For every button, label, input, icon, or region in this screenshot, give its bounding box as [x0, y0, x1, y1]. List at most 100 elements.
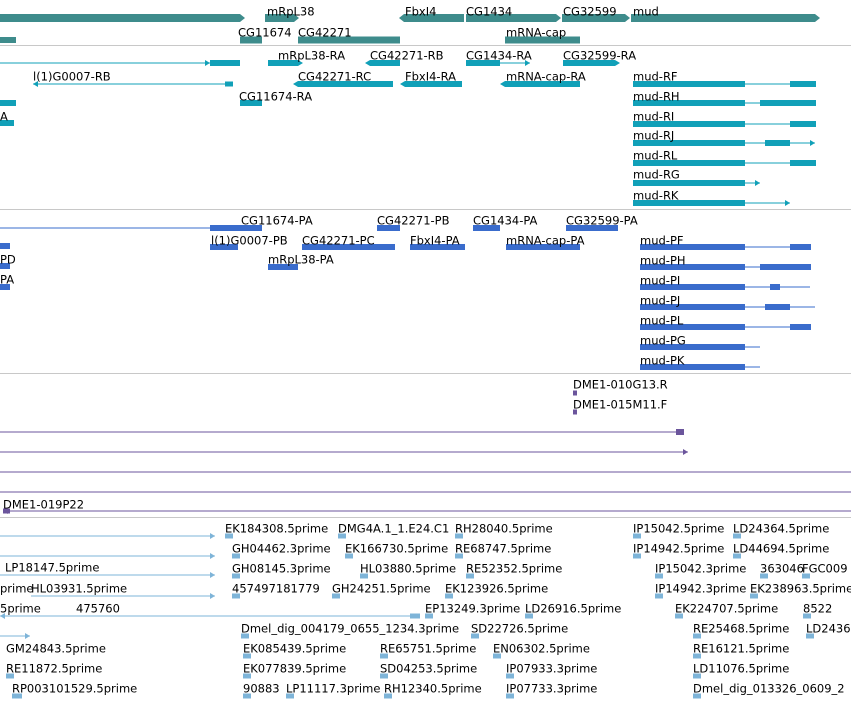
feature-label[interactable]: FbxI4-RA: [405, 70, 456, 84]
feature-label[interactable]: IP14942.3prime: [655, 582, 746, 596]
feature-ests[interactable]: IP07733.3prime: [506, 682, 597, 699]
feature-ests[interactable]: Dmel_dig_013326_0609_2: [693, 682, 845, 699]
feature-proteins[interactable]: l(1)G0007-PB: [210, 234, 288, 251]
feature-label[interactable]: mud-PI: [640, 274, 680, 288]
feature-label[interactable]: 8522: [803, 602, 832, 616]
feature-ests[interactable]: IP14942.5prime: [633, 542, 724, 559]
feature-label[interactable]: mRpL38-RA: [278, 49, 345, 63]
feature-ests[interactable]: HL03880.5prime: [360, 562, 456, 579]
feature-label[interactable]: PA: [0, 273, 14, 287]
feature-ests[interactable]: 5prime: [0, 602, 41, 616]
feature-label[interactable]: CG1434-RA: [466, 49, 532, 63]
feature-label[interactable]: EK085439.5prime: [243, 642, 346, 656]
feature-label[interactable]: HL03931.5prime: [31, 582, 127, 596]
feature-label[interactable]: mRNA-cap: [506, 26, 566, 40]
feature-label[interactable]: mud-PF: [640, 234, 684, 248]
feature-label[interactable]: mRpL38: [267, 5, 315, 19]
feature-label[interactable]: CG42271: [298, 26, 352, 40]
feature-ests[interactable]: EK085439.5prime: [243, 642, 346, 659]
feature-label[interactable]: l(1)G0007-RB: [33, 70, 111, 84]
feature-label[interactable]: IP14942.5prime: [633, 542, 724, 556]
feature-transcripts[interactable]: [0, 60, 240, 66]
feature-label[interactable]: IP07933.3prime: [506, 662, 597, 676]
feature-label[interactable]: EK238963.5prime: [750, 582, 851, 596]
feature-label[interactable]: mud-PH: [640, 254, 686, 268]
feature-proteins[interactable]: mud-PK: [640, 354, 760, 371]
feature-label[interactable]: CG42271-RC: [298, 70, 371, 84]
feature-label[interactable]: RE65751.5prime: [380, 642, 476, 656]
feature-label[interactable]: LP11117.3prime: [286, 682, 380, 696]
feature-proteins[interactable]: CG42271-PB: [377, 214, 450, 232]
feature-label[interactable]: LD26916.5prime: [525, 602, 621, 616]
feature-genes[interactable]: CG42271: [298, 26, 400, 44]
feature-label[interactable]: CG11674: [238, 26, 292, 40]
feature-transcripts[interactable]: CG32599-RA: [563, 49, 636, 67]
feature-label[interactable]: 475760: [76, 602, 120, 616]
feature-label[interactable]: SD22726.5prime: [471, 622, 568, 636]
feature-ests[interactable]: LP11117.3prime: [286, 682, 380, 699]
feature-clones[interactable]: [0, 429, 684, 435]
feature-label[interactable]: prime: [0, 582, 34, 596]
feature-label[interactable]: mRpL38-PA: [268, 253, 334, 267]
feature-label[interactable]: LD44694.5prime: [733, 542, 829, 556]
feature-label[interactable]: CG11674-RA: [239, 90, 312, 104]
feature-label[interactable]: IP15042.5prime: [633, 522, 724, 536]
feature-label[interactable]: EK077839.5prime: [243, 662, 346, 676]
feature-ests[interactable]: RH12340.5prime: [384, 682, 482, 699]
feature-proteins[interactable]: mRNA-cap-PA: [506, 234, 585, 251]
feature-transcripts[interactable]: mRpL38-RA: [268, 49, 345, 67]
feature-label[interactable]: mud-PK: [640, 354, 685, 368]
feature-label[interactable]: CG1434-PA: [473, 214, 538, 228]
feature-genes[interactable]: [0, 14, 245, 22]
feature-transcripts[interactable]: CG42271-RC: [293, 70, 393, 88]
feature-genes[interactable]: mRNA-cap: [505, 26, 580, 44]
feature-ests[interactable]: 457497181779: [232, 582, 320, 599]
feature-proteins[interactable]: mud-PJ: [640, 294, 815, 311]
feature-ests[interactable]: IP07933.3prime: [506, 662, 597, 679]
feature-genes[interactable]: CG32599: [562, 5, 630, 23]
feature-ests[interactable]: RE16121.5prime: [693, 642, 789, 659]
feature-ests[interactable]: 475760: [0, 602, 420, 620]
feature-clones[interactable]: [0, 449, 688, 455]
feature-ests[interactable]: Dmel_dig_004179_0655_1234.3prime: [241, 622, 459, 639]
feature-proteins[interactable]: PD: [0, 253, 16, 270]
feature-label[interactable]: CG32599-PA: [566, 214, 638, 228]
feature-proteins[interactable]: mud-PL: [640, 314, 811, 331]
feature-ests[interactable]: EK123926.5prime: [445, 582, 548, 599]
feature-transcripts[interactable]: mud-RJ: [633, 129, 815, 147]
feature-label[interactable]: IP07733.3prime: [506, 682, 597, 696]
feature-label[interactable]: EN06302.5prime: [493, 642, 590, 656]
feature-label[interactable]: mud-RH: [633, 90, 680, 104]
feature-label[interactable]: 90883: [243, 682, 280, 696]
feature-genes[interactable]: CG11674: [238, 26, 292, 44]
feature-label[interactable]: PD: [0, 253, 16, 267]
feature-ests[interactable]: LD2436: [806, 622, 851, 639]
feature-ests[interactable]: LD11076.5prime: [693, 662, 789, 679]
feature-label[interactable]: Dmel_dig_013326_0609_2: [693, 682, 845, 696]
feature-proteins[interactable]: CG11674-PA: [240, 214, 313, 232]
feature-label[interactable]: mud-RI: [633, 110, 674, 124]
feature-label[interactable]: RP003101529.5prime: [12, 682, 137, 696]
feature-label[interactable]: mud-PG: [640, 334, 686, 348]
feature-ests[interactable]: LD44694.5prime: [733, 542, 829, 559]
feature-clones[interactable]: DME1-019P22: [3, 498, 851, 515]
feature-label[interactable]: IP15042.3prime: [655, 562, 746, 576]
feature-ests[interactable]: RE65751.5prime: [380, 642, 476, 659]
feature-label[interactable]: 457497181779: [232, 582, 320, 596]
feature-proteins[interactable]: [0, 243, 10, 249]
feature-ests[interactable]: 363046: [760, 562, 804, 579]
feature-transcripts[interactable]: mud-RI: [633, 110, 816, 128]
feature-transcripts[interactable]: mud-RL: [633, 149, 816, 167]
feature-ests[interactable]: 90883: [243, 682, 280, 699]
feature-clones[interactable]: DME1-015M11.F: [573, 398, 667, 415]
feature-label[interactable]: mRNA-cap-PA: [506, 234, 585, 248]
feature-ests[interactable]: GM24843.5prime: [0, 633, 106, 656]
feature-proteins[interactable]: CG32599-PA: [566, 214, 638, 232]
feature-proteins[interactable]: mRpL38-PA: [268, 253, 334, 271]
feature-genes[interactable]: CG1434: [466, 5, 561, 23]
feature-label[interactable]: FbxI4-PA: [410, 234, 460, 248]
feature-label[interactable]: Dmel_dig_004179_0655_1234.3prime: [241, 622, 459, 636]
feature-ests[interactable]: IP15042.5prime: [633, 522, 724, 539]
feature-transcripts[interactable]: CG1434-RA: [466, 49, 532, 67]
feature-ests[interactable]: EK077839.5prime: [243, 662, 346, 679]
